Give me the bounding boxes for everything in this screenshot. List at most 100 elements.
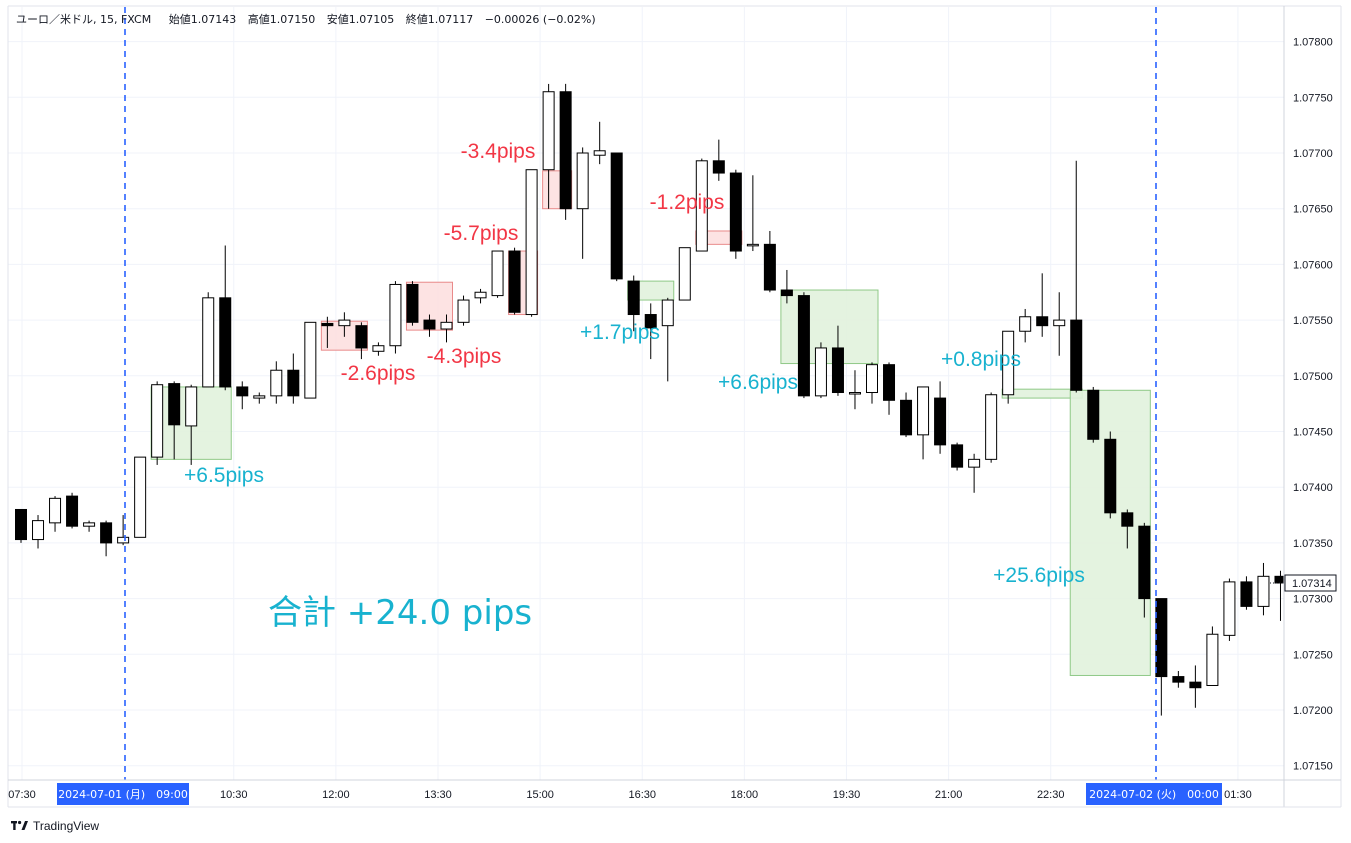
candle-down[interactable] — [559, 83, 572, 220]
candle-down[interactable] — [900, 392, 913, 438]
candle-down[interactable] — [1104, 431, 1117, 519]
candle-up[interactable] — [1002, 330, 1015, 404]
candle-up[interactable] — [117, 515, 130, 546]
candle-up[interactable] — [202, 292, 215, 388]
candle-up[interactable] — [474, 288, 487, 304]
candle-up[interactable] — [695, 158, 708, 252]
x-tick-label: 12:00 — [322, 789, 350, 801]
candle-down[interactable] — [423, 314, 436, 337]
candle-up[interactable] — [151, 381, 164, 465]
candle-up[interactable] — [968, 453, 981, 493]
candle-down[interactable] — [508, 247, 521, 315]
candle-down[interactable] — [1070, 160, 1083, 393]
candle-down[interactable] — [355, 322, 368, 360]
candle-down[interactable] — [797, 292, 810, 399]
candle-up[interactable] — [1206, 626, 1219, 686]
candle-up[interactable] — [49, 496, 62, 532]
candle-up[interactable] — [185, 384, 198, 465]
candle-down[interactable] — [831, 325, 844, 396]
candles[interactable] — [15, 83, 1287, 716]
candle-down[interactable] — [287, 353, 300, 404]
candle-up[interactable] — [440, 314, 453, 343]
candle-up[interactable] — [1053, 292, 1066, 356]
candle-down[interactable] — [712, 139, 725, 181]
x-tick-label: 16:30 — [628, 789, 656, 801]
candle-up[interactable] — [866, 362, 878, 404]
x-tick-label: 18:00 — [731, 789, 759, 801]
candle-down[interactable] — [100, 520, 113, 557]
candle-down[interactable] — [168, 381, 181, 460]
candle-up[interactable] — [917, 386, 930, 460]
time-axis[interactable]: 07:30 10:30 12:00 13:30 15:00 16:30 18:00 19:30… — [8, 783, 1252, 805]
candle-up[interactable] — [985, 392, 998, 463]
candle-up[interactable] — [304, 321, 317, 399]
candle-down[interactable] — [1240, 576, 1253, 610]
candle-down[interactable] — [321, 316, 334, 348]
candle-up[interactable] — [1019, 308, 1032, 343]
candle-down[interactable] — [1189, 665, 1202, 708]
candle-down[interactable] — [1172, 671, 1185, 688]
candle-down[interactable] — [951, 442, 964, 471]
candle-up[interactable] — [372, 342, 385, 356]
candle-up[interactable] — [83, 520, 96, 532]
candle-down[interactable] — [66, 492, 79, 529]
candle-up[interactable] — [253, 392, 266, 404]
candle-up[interactable] — [491, 250, 504, 298]
candle-down[interactable] — [1036, 273, 1049, 337]
candle-up[interactable] — [661, 297, 674, 382]
candle-body — [866, 364, 878, 394]
tradingview-logo-icon — [11, 820, 28, 830]
candle-up[interactable] — [542, 83, 555, 209]
candle-body — [1002, 330, 1015, 396]
candle-up[interactable] — [134, 456, 147, 538]
low-value: 安値1.07105 — [327, 12, 395, 26]
candle-up[interactable] — [1257, 562, 1270, 616]
candle-up[interactable] — [389, 281, 402, 354]
candle-up[interactable] — [746, 175, 759, 252]
candle-down[interactable] — [763, 230, 776, 293]
tradingview-logo[interactable]: TradingView — [11, 819, 99, 833]
pip-result-label: +6.5pips — [184, 464, 264, 487]
candle-body — [270, 369, 283, 397]
candle-body — [1070, 319, 1083, 391]
candle-down[interactable] — [883, 362, 896, 415]
candle-down[interactable] — [406, 281, 419, 326]
candle-down[interactable] — [627, 275, 640, 332]
candle-down[interactable] — [780, 269, 793, 304]
candle-up[interactable] — [1223, 578, 1236, 641]
candle-up[interactable] — [814, 342, 827, 399]
candle-down[interactable] — [236, 381, 249, 410]
candle-up[interactable] — [457, 295, 470, 326]
candle-up[interactable] — [576, 147, 589, 259]
candle-body — [440, 321, 453, 330]
x-tick-label: 21:00 — [935, 789, 963, 801]
candle-body — [1172, 676, 1185, 683]
price-axis[interactable]: 1.07150 1.07200 1.07250 1.07300 1.07350 1.074… — [1270, 37, 1337, 773]
candle-body — [1189, 681, 1202, 689]
candle-down[interactable] — [219, 245, 232, 391]
candle-up[interactable] — [525, 169, 538, 317]
symbol-legend[interactable]: ユーロ／米ドル, 15, FXCM 始値1.07143 高値1.07150 安値… — [16, 12, 596, 26]
candle-up[interactable] — [270, 361, 283, 404]
candle-down[interactable] — [729, 169, 742, 259]
candle-down[interactable] — [610, 152, 623, 282]
candle-down[interactable] — [1138, 522, 1151, 618]
candle-body — [763, 243, 776, 291]
candle-down[interactable] — [1121, 509, 1134, 549]
candle-body — [1206, 633, 1219, 686]
candle-up[interactable] — [593, 121, 606, 165]
candle-body — [1121, 512, 1134, 527]
candle-up[interactable] — [848, 370, 861, 410]
candle-body — [900, 399, 913, 436]
candle-down[interactable] — [934, 381, 947, 454]
candle-down[interactable] — [15, 508, 27, 543]
candle-up[interactable] — [678, 247, 691, 301]
candle-down[interactable] — [644, 303, 657, 360]
candle-down[interactable] — [1087, 386, 1100, 443]
candle-up[interactable] — [338, 312, 351, 337]
candle-body — [134, 456, 147, 538]
candle-body — [1104, 438, 1117, 514]
candle-up[interactable] — [32, 515, 45, 549]
candle-body — [883, 364, 896, 401]
